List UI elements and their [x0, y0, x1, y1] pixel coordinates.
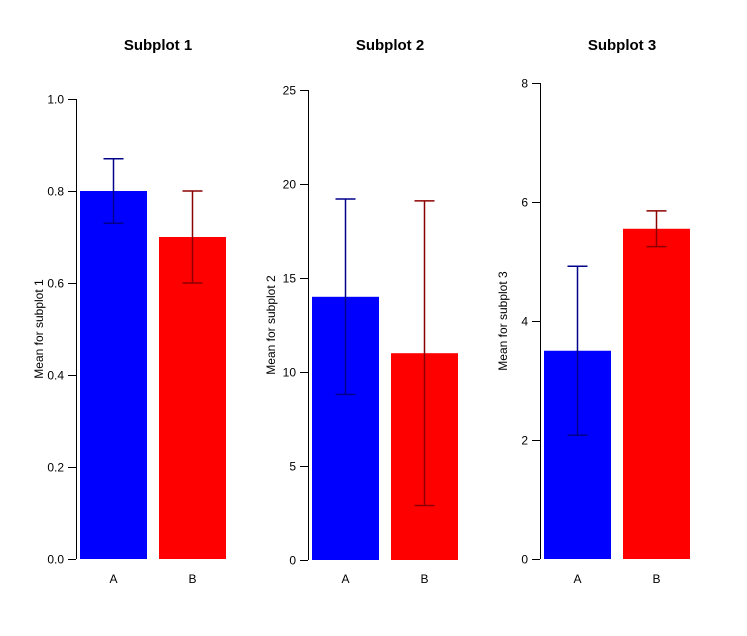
- y-tick-label: 15: [283, 272, 297, 286]
- y-tick-label: 0.4: [47, 369, 64, 383]
- y-tick-label: 0.0: [47, 553, 64, 567]
- y-tick-label: 1.0: [47, 93, 64, 107]
- y-tick-label: 4: [521, 315, 528, 329]
- subplot-3: 0 2 4 6 8 Subplot 3 Mean for subplot 3 A B: [496, 37, 690, 586]
- y-tick-label: 5: [289, 460, 296, 474]
- y-axis-label: Mean for subplot 3: [496, 271, 510, 371]
- category-label: A: [573, 572, 581, 586]
- category-label: B: [652, 572, 660, 586]
- y-tick-label: 6: [521, 196, 528, 210]
- y-tick-label: 0: [521, 553, 528, 567]
- subplot-1: 0.0 0.2 0.4 0.6 0.8 1.0 Subplot 1 Mean for subp…: [32, 37, 226, 586]
- y-tick-label: 0.2: [47, 461, 64, 475]
- bar-a: [80, 191, 147, 559]
- subplot-title: Subplot 1: [124, 37, 192, 54]
- y-tick-label: 25: [283, 84, 297, 98]
- y-axis-label: Mean for subplot 1: [32, 279, 46, 379]
- y-tick-label: 0: [289, 554, 296, 568]
- category-label: A: [341, 572, 349, 586]
- y-tick-label: 8: [521, 77, 528, 91]
- subplot-title: Subplot 3: [588, 37, 656, 54]
- y-axis-label: Mean for subplot 2: [264, 275, 278, 375]
- subplot-title: Subplot 2: [356, 37, 424, 54]
- y-tick-label: 2: [521, 434, 528, 448]
- y-tick-label: 0.8: [47, 185, 64, 199]
- y-tick-label: 10: [283, 366, 297, 380]
- y-tick-label: 20: [283, 178, 297, 192]
- category-label: A: [109, 572, 117, 586]
- y-tick-label: 0.6: [47, 277, 64, 291]
- category-label: B: [420, 572, 428, 586]
- category-label: B: [188, 572, 196, 586]
- bar-b: [623, 228, 690, 559]
- subplot-2: 0 5 10 15 20 25 Subplot 2 Mean for subplot 2 A B: [264, 37, 458, 586]
- bar-b: [159, 237, 226, 559]
